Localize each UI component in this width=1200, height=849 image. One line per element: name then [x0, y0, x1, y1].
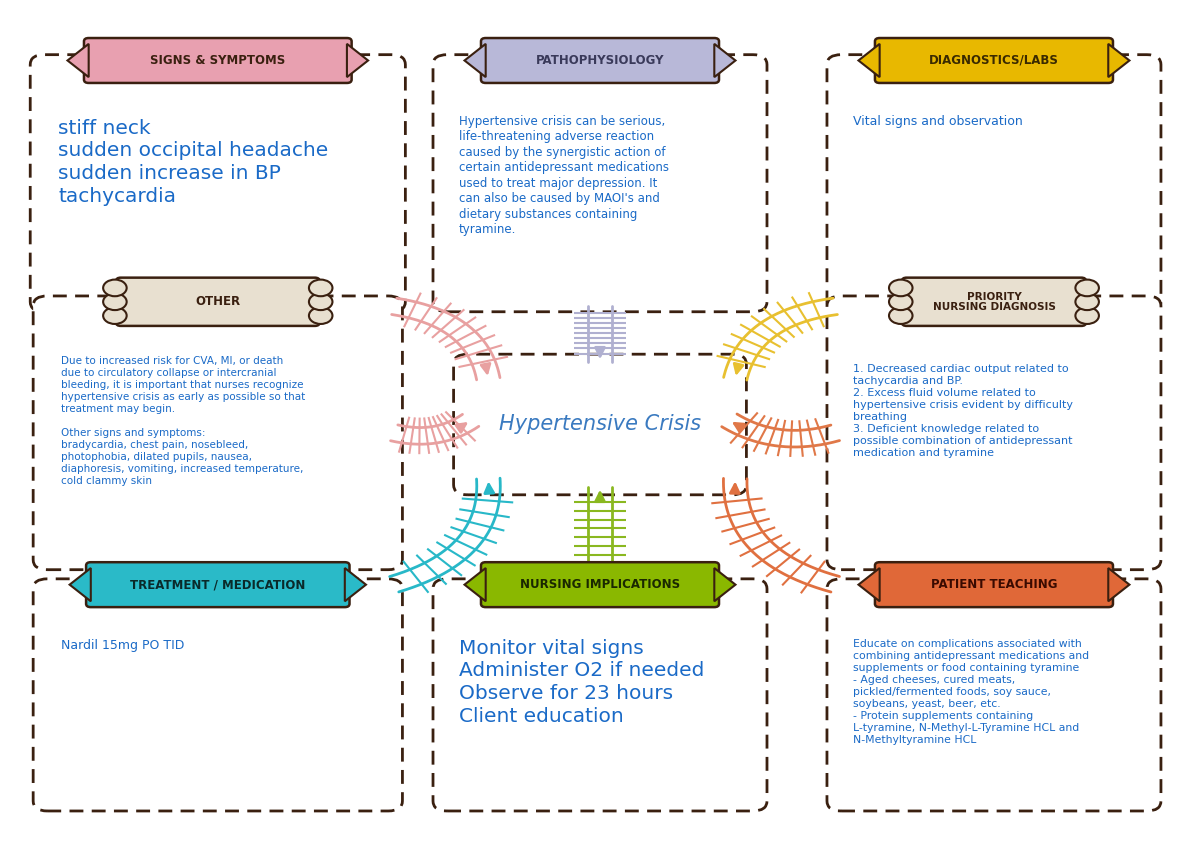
FancyBboxPatch shape [875, 562, 1112, 607]
Circle shape [308, 279, 332, 296]
Text: NURSING IMPLICATIONS: NURSING IMPLICATIONS [520, 578, 680, 591]
FancyBboxPatch shape [827, 579, 1160, 811]
Circle shape [889, 307, 912, 324]
FancyBboxPatch shape [875, 38, 1112, 83]
FancyBboxPatch shape [433, 579, 767, 811]
FancyBboxPatch shape [481, 562, 719, 607]
Polygon shape [347, 44, 368, 77]
Circle shape [889, 294, 912, 310]
Text: Vital signs and observation: Vital signs and observation [853, 115, 1022, 127]
Circle shape [103, 307, 127, 324]
Polygon shape [1109, 44, 1129, 77]
Polygon shape [464, 44, 486, 77]
Polygon shape [344, 568, 366, 601]
Polygon shape [67, 44, 89, 77]
Text: PATIENT TEACHING: PATIENT TEACHING [931, 578, 1057, 591]
FancyBboxPatch shape [454, 354, 746, 495]
Circle shape [1075, 307, 1099, 324]
Circle shape [103, 294, 127, 310]
Text: PRIORITY
NURSING DIAGNOSIS: PRIORITY NURSING DIAGNOSIS [932, 292, 1055, 312]
FancyBboxPatch shape [827, 54, 1160, 312]
Polygon shape [714, 568, 736, 601]
Text: 1. Decreased cardiac output related to
tachycardia and BP.
2. Excess fluid volum: 1. Decreased cardiac output related to t… [853, 364, 1073, 458]
Text: PATHOPHYSIOLOGY: PATHOPHYSIOLOGY [535, 54, 665, 67]
Circle shape [308, 307, 332, 324]
FancyBboxPatch shape [902, 278, 1086, 326]
Polygon shape [858, 44, 880, 77]
FancyBboxPatch shape [30, 54, 406, 312]
Text: TREATMENT / MEDICATION: TREATMENT / MEDICATION [130, 578, 306, 591]
FancyBboxPatch shape [34, 296, 402, 570]
FancyBboxPatch shape [827, 296, 1160, 570]
Polygon shape [70, 568, 91, 601]
Polygon shape [858, 568, 880, 601]
Circle shape [1075, 279, 1099, 296]
Polygon shape [1109, 568, 1129, 601]
FancyBboxPatch shape [433, 54, 767, 312]
Text: Hypertensive Crisis: Hypertensive Crisis [499, 414, 701, 435]
Text: stiff neck
sudden occipital headache
sudden increase in BP
tachycardia: stiff neck sudden occipital headache sud… [58, 119, 329, 206]
Text: Monitor vital signs
Administer O2 if needed
Observe for 23 hours
Client educatio: Monitor vital signs Administer O2 if nee… [458, 638, 704, 726]
Text: DIAGNOSTICS/LABS: DIAGNOSTICS/LABS [929, 54, 1058, 67]
Circle shape [1075, 294, 1099, 310]
Circle shape [308, 294, 332, 310]
FancyBboxPatch shape [84, 38, 352, 83]
Polygon shape [714, 44, 736, 77]
Circle shape [889, 279, 912, 296]
Text: Educate on complications associated with
combining antidepressant medications an: Educate on complications associated with… [853, 638, 1088, 745]
Text: OTHER: OTHER [196, 295, 240, 308]
Polygon shape [464, 568, 486, 601]
FancyBboxPatch shape [86, 562, 349, 607]
FancyBboxPatch shape [34, 579, 402, 811]
Text: Due to increased risk for CVA, MI, or death
due to circulatory collapse or inter: Due to increased risk for CVA, MI, or de… [61, 356, 305, 486]
FancyBboxPatch shape [481, 38, 719, 83]
Text: Nardil 15mg PO TID: Nardil 15mg PO TID [61, 638, 184, 652]
Circle shape [103, 279, 127, 296]
Text: Hypertensive crisis can be serious,
life-threatening adverse reaction
caused by : Hypertensive crisis can be serious, life… [458, 115, 668, 236]
Text: SIGNS & SYMPTOMS: SIGNS & SYMPTOMS [150, 54, 286, 67]
FancyBboxPatch shape [116, 278, 319, 326]
